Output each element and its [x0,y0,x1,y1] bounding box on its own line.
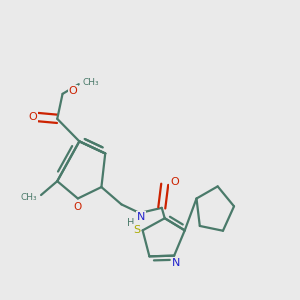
Text: O: O [74,202,82,212]
Text: CH₃: CH₃ [82,78,99,87]
Text: S: S [133,225,140,236]
Text: H: H [127,218,134,228]
Text: O: O [68,86,77,96]
Text: O: O [28,112,37,122]
Text: O: O [170,177,179,187]
Text: CH₃: CH₃ [20,193,37,202]
Text: N: N [171,258,180,268]
Text: N: N [136,212,145,221]
